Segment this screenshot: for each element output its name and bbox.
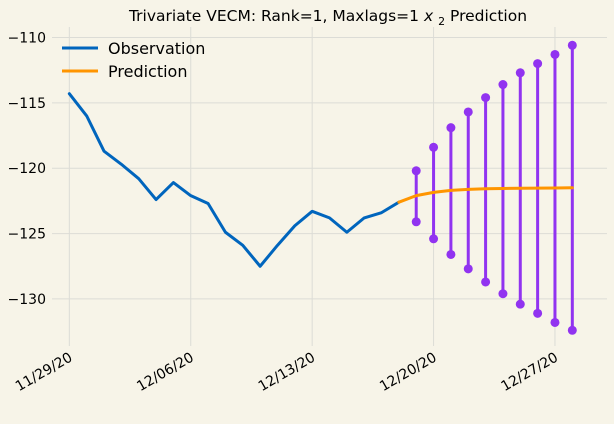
y-tick-label: −120 [8,161,46,177]
interval-lower-marker [411,217,421,227]
interval-upper-marker [446,123,456,133]
chart-title-prefix: Trivariate VECM: Rank=1, Maxlags=1 [128,7,424,25]
chart-title-sub: 2 [438,15,445,28]
chart-title-var: x [423,7,434,25]
observation-line [67,92,401,268]
y-tick-label: −125 [8,227,46,243]
legend-prediction-label: Prediction [108,62,187,81]
y-tick-label: −130 [8,292,46,308]
interval-lower-marker [515,299,525,309]
interval-upper-marker [550,49,560,59]
interval-lower-marker [463,264,473,274]
interval-upper-marker [411,166,421,176]
interval-lower-marker [498,289,508,299]
legend-observation-label: Observation [108,39,205,58]
y-tick-label: −110 [8,30,46,46]
interval-upper-marker [567,40,577,50]
interval-lower-marker [550,317,560,327]
y-tick-label: −115 [8,96,46,112]
chart-title-suffix: Prediction [450,7,527,25]
interval-lower-marker [481,277,491,287]
y-axis-ticks: −110 −115 −120 −125 −130 [8,30,46,307]
interval-upper-marker [481,93,491,103]
prediction-line [397,186,574,204]
interval-lower-marker [567,325,577,335]
interval-upper-marker [533,59,543,69]
interval-upper-marker [429,142,439,152]
chart-title: Trivariate VECM: Rank=1, Maxlags=1 x 2 P… [128,7,527,29]
interval-lower-marker [446,249,456,259]
interval-lower-marker [533,308,543,318]
interval-upper-marker [463,107,473,117]
legend: Observation Prediction [62,39,205,81]
series-lines [67,92,574,268]
interval-lower-marker [429,234,439,244]
interval-upper-marker [498,80,508,90]
interval-upper-marker [515,68,525,78]
